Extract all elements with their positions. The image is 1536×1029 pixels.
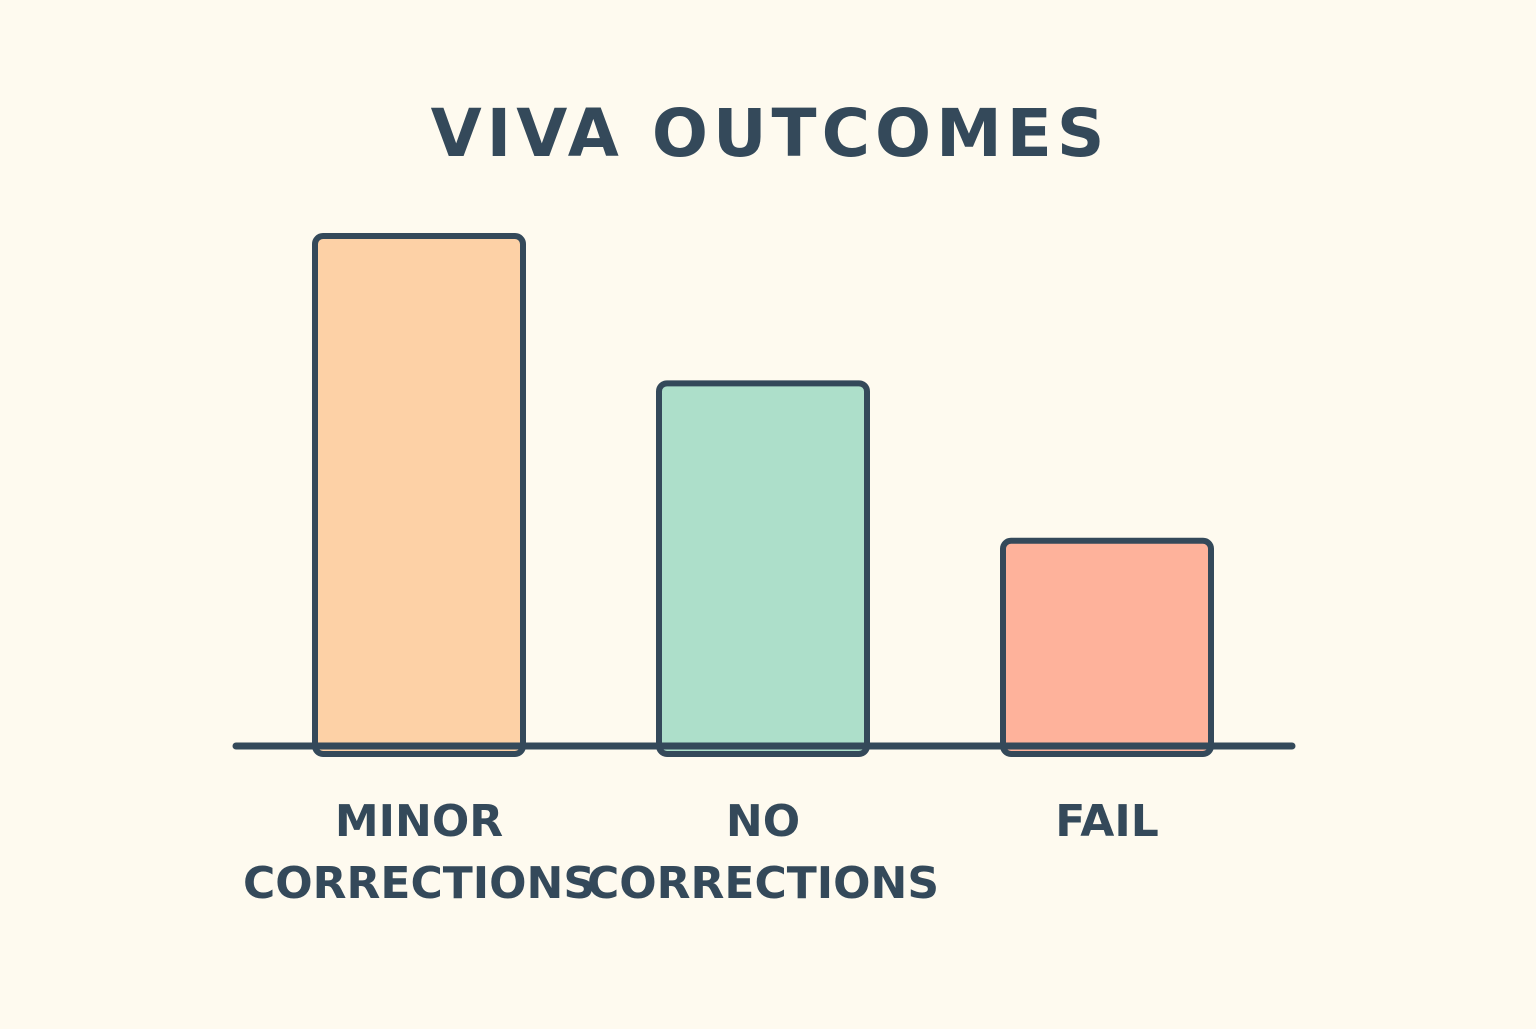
bar-3 xyxy=(1000,537,1214,757)
chart-title: VIVA OUTCOMES xyxy=(431,95,1110,172)
bars-layer xyxy=(312,233,1214,757)
bar-2 xyxy=(656,380,870,757)
category-label-3-line-1: FAIL xyxy=(1055,796,1158,847)
category-label-1-line-2: CORRECTIONS xyxy=(243,858,595,909)
category-label-2-line-1: NO xyxy=(726,796,800,847)
category-labels: MINOR CORRECTIONS NO CORRECTIONS FAIL xyxy=(243,796,1159,909)
category-label-2-line-2: CORRECTIONS xyxy=(587,858,939,909)
category-label-1-line-1: MINOR xyxy=(335,796,503,847)
bar-1 xyxy=(312,233,526,757)
